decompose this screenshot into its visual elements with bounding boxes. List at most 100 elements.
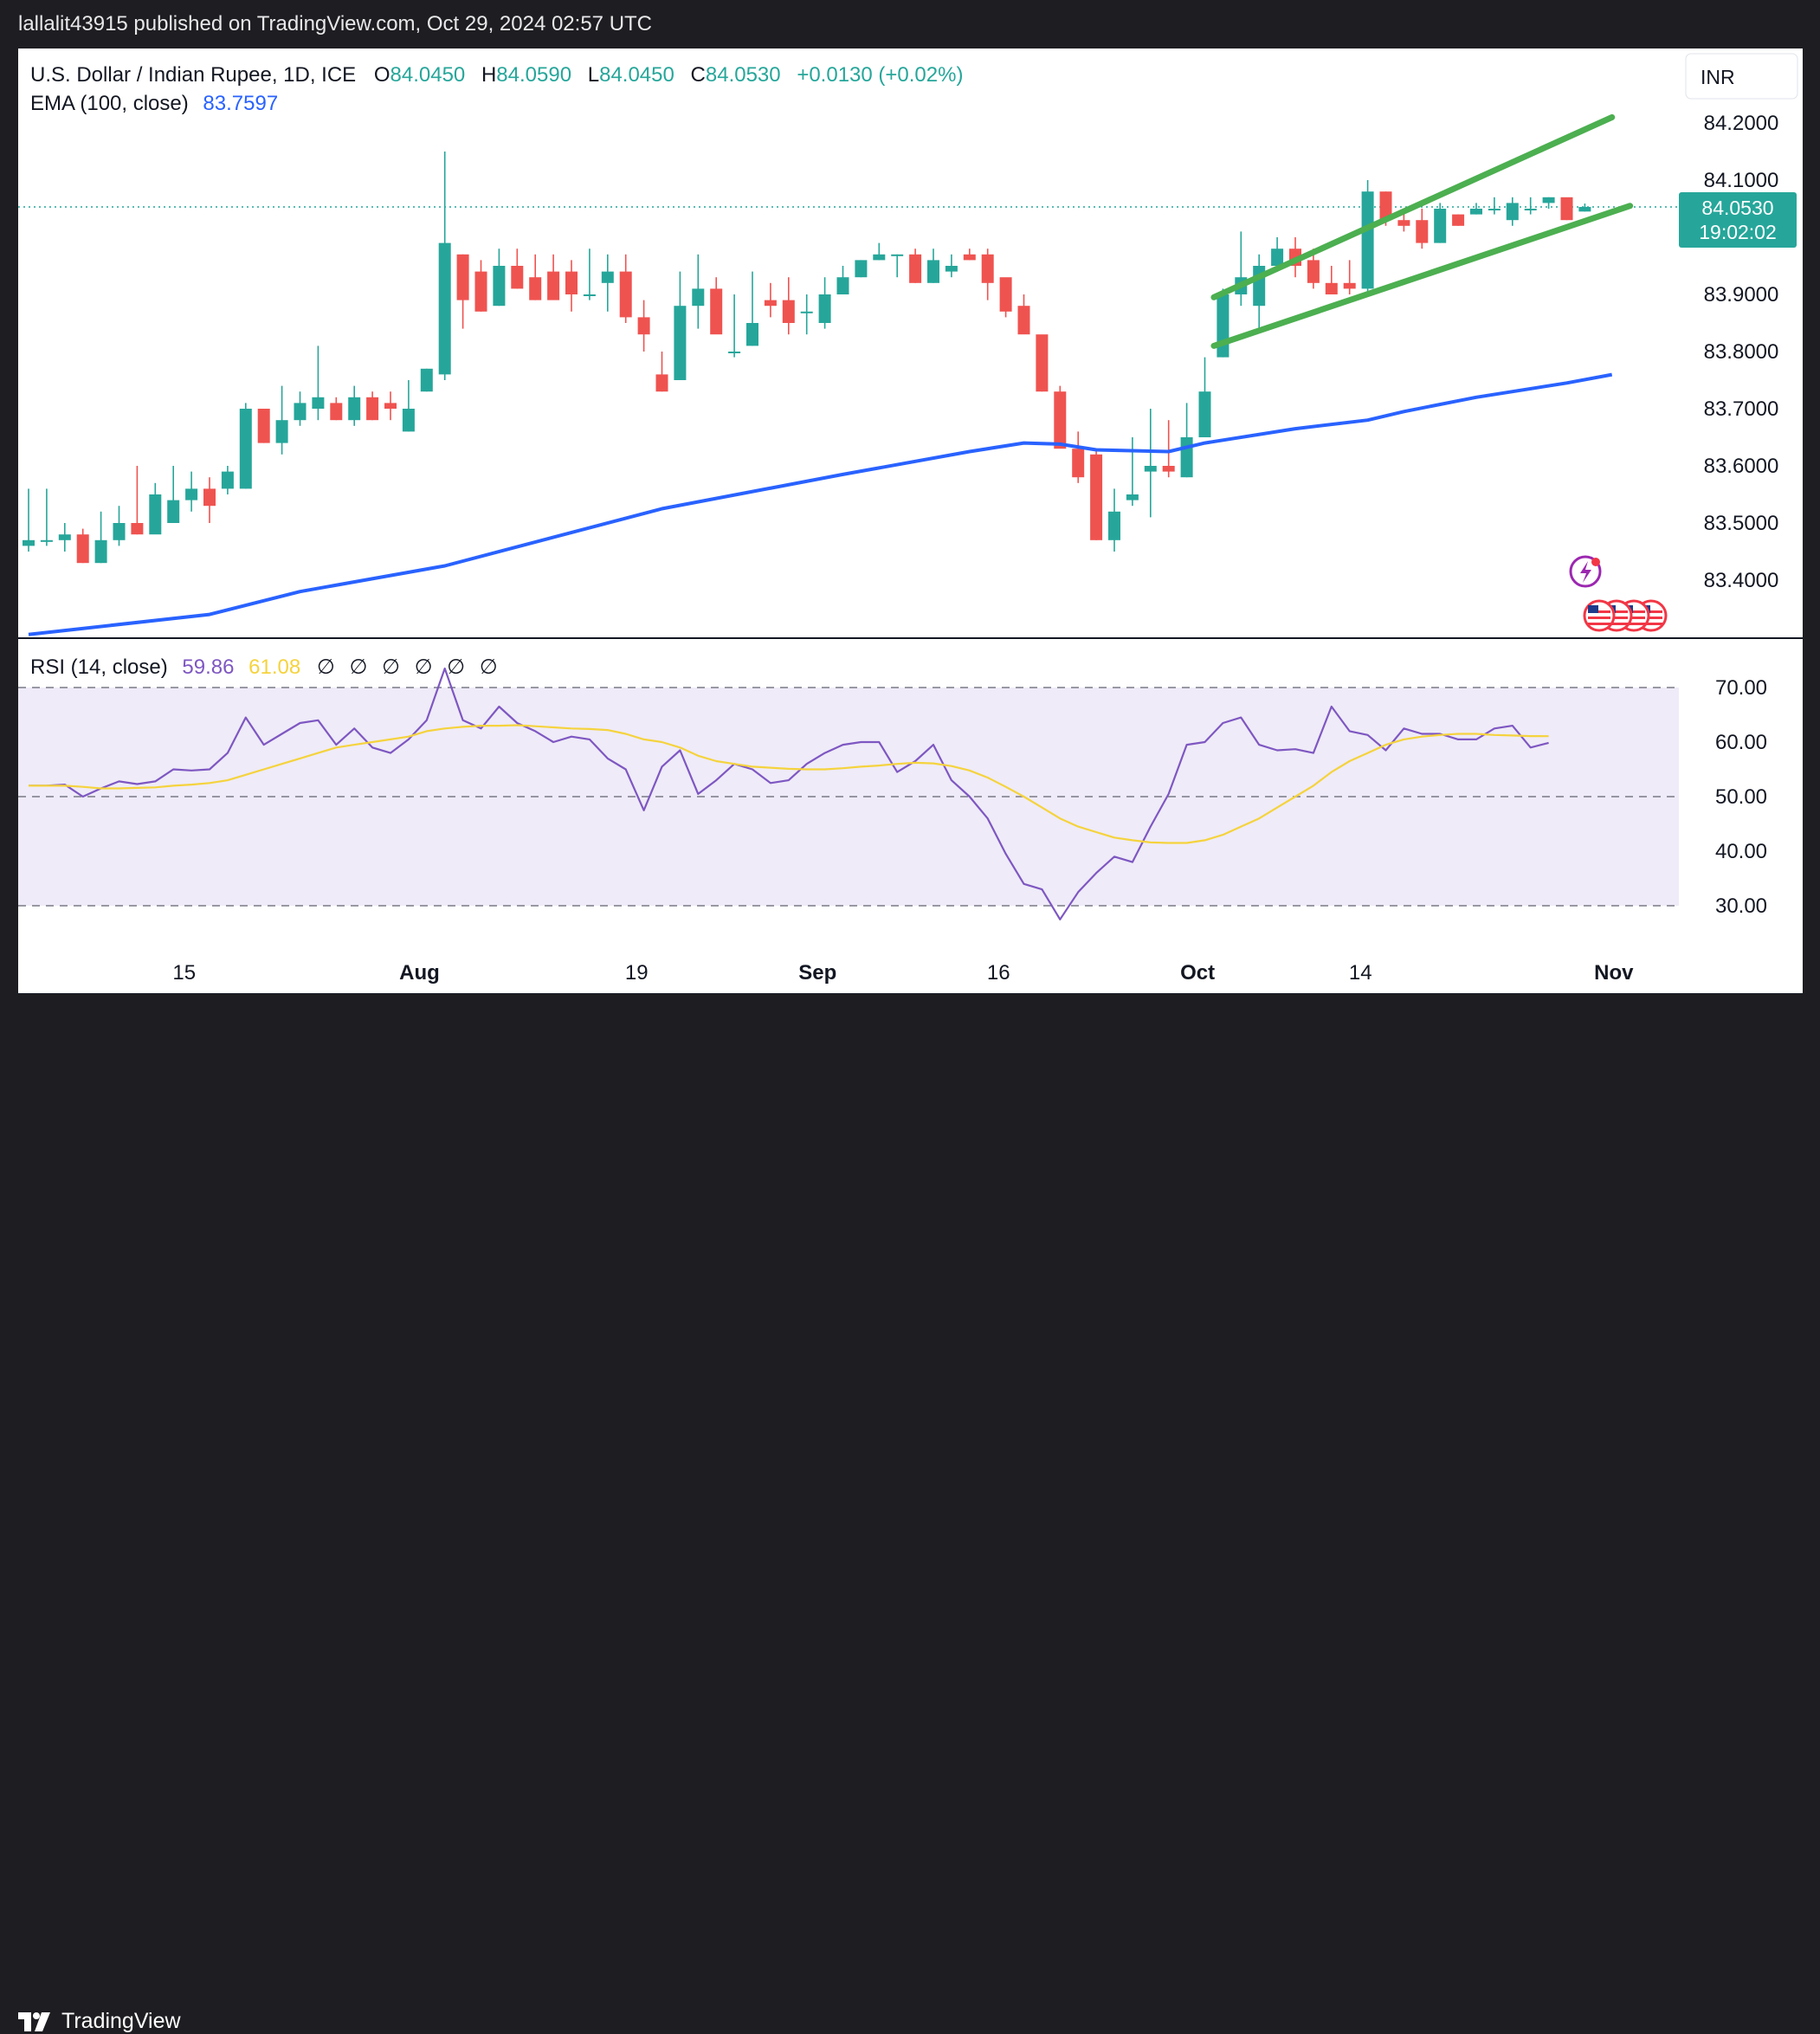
candle-up[interactable] xyxy=(1180,403,1193,478)
candle-down[interactable] xyxy=(474,260,487,312)
candle-down[interactable] xyxy=(1325,266,1338,294)
candle-up[interactable] xyxy=(836,266,849,294)
candle-up[interactable] xyxy=(674,271,687,380)
price-pane[interactable] xyxy=(18,113,1679,636)
candle-up[interactable] xyxy=(692,254,705,329)
candle-up[interactable] xyxy=(945,254,958,278)
channel-upper-line[interactable] xyxy=(1210,113,1616,300)
candle-up[interactable] xyxy=(348,385,361,426)
candle-down[interactable] xyxy=(710,277,723,335)
candle-up[interactable] xyxy=(873,242,886,261)
candle-down[interactable] xyxy=(565,260,578,312)
candle-down[interactable] xyxy=(764,282,777,318)
ema-legend[interactable]: EMA (100, close) 83.7597 xyxy=(30,92,278,115)
candle-up[interactable] xyxy=(239,403,252,489)
candle-up[interactable] xyxy=(818,277,831,329)
candle-down[interactable] xyxy=(637,300,650,352)
candle-up[interactable] xyxy=(185,471,198,512)
candle-down[interactable] xyxy=(366,391,379,421)
candle-up[interactable] xyxy=(1235,231,1248,307)
candle-up[interactable] xyxy=(1578,203,1591,212)
symbol-title: U.S. Dollar / Indian Rupee, 1D, ICE xyxy=(30,63,356,87)
candle-up[interactable] xyxy=(800,294,813,335)
candle-down[interactable] xyxy=(999,277,1012,318)
candle-down[interactable] xyxy=(203,477,216,523)
candle-down[interactable] xyxy=(1560,197,1573,221)
candle-down[interactable] xyxy=(655,352,668,392)
candle-up[interactable] xyxy=(1488,197,1501,215)
channel-lower-line[interactable] xyxy=(1210,203,1634,349)
candle-down[interactable] xyxy=(1416,209,1429,249)
rsi-ma-line[interactable] xyxy=(29,724,1549,844)
candle-down[interactable] xyxy=(981,249,994,300)
candle-down[interactable] xyxy=(1017,294,1030,335)
candle-down[interactable] xyxy=(619,254,632,323)
candle-up[interactable] xyxy=(746,271,758,346)
lightning-event-icon[interactable] xyxy=(1569,555,1602,588)
candle-down[interactable] xyxy=(76,528,89,564)
candle-up[interactable] xyxy=(1144,409,1157,518)
candle-up[interactable] xyxy=(1253,254,1266,329)
candle-up[interactable] xyxy=(1108,488,1120,552)
candle-up[interactable] xyxy=(1542,197,1555,209)
candle-up[interactable] xyxy=(493,249,506,307)
candle-down[interactable] xyxy=(1054,385,1067,449)
candle-down[interactable] xyxy=(1452,214,1465,226)
candle-up[interactable] xyxy=(583,249,596,300)
candle-down[interactable] xyxy=(330,397,343,421)
candle-up[interactable] xyxy=(601,254,614,312)
candle-up[interactable] xyxy=(402,380,415,432)
candle-down[interactable] xyxy=(257,409,270,443)
candle-up[interactable] xyxy=(728,294,741,358)
candle-up[interactable] xyxy=(855,260,868,278)
chart-panel[interactable]: INR 84.2000 84.1000 83.9000 83.8000 83.7000 8… xyxy=(18,48,1803,995)
candle-up[interactable] xyxy=(40,488,53,546)
candle-up[interactable] xyxy=(294,391,307,426)
candle-up[interactable] xyxy=(438,152,451,380)
candle-up[interactable] xyxy=(1198,357,1211,437)
candle-up[interactable] xyxy=(1506,197,1519,226)
candle-up[interactable] xyxy=(275,385,288,455)
candle-up[interactable] xyxy=(420,368,433,392)
candle-up[interactable] xyxy=(23,488,35,552)
candle-down[interactable] xyxy=(547,254,560,300)
candle-up[interactable] xyxy=(1361,180,1374,294)
candle-down[interactable] xyxy=(1090,449,1103,540)
rsi-legend[interactable]: RSI (14, close) 59.86 61.08 ∅ ∅ ∅ ∅ ∅ ∅ xyxy=(30,655,498,679)
us-flag-event-icon[interactable] xyxy=(1583,599,1668,632)
candle-down[interactable] xyxy=(131,466,144,535)
candle-down[interactable] xyxy=(529,254,542,300)
currency-box[interactable] xyxy=(1685,53,1798,100)
candle-up[interactable] xyxy=(312,345,325,421)
candle-up[interactable] xyxy=(94,511,107,564)
candle-up[interactable] xyxy=(927,249,939,283)
candle-down[interactable] xyxy=(1162,420,1175,478)
candle-up[interactable] xyxy=(1434,203,1447,243)
candle-down[interactable] xyxy=(963,249,976,261)
candle-down[interactable] xyxy=(1343,260,1356,294)
rsi-line[interactable] xyxy=(29,667,1549,920)
candle-down[interactable] xyxy=(782,277,795,335)
candle-down[interactable] xyxy=(456,254,469,329)
candle-up[interactable] xyxy=(113,506,126,546)
rsi-pane[interactable] xyxy=(18,667,1679,920)
event-icons[interactable] xyxy=(1569,555,1668,632)
candle-body xyxy=(438,242,451,375)
tradingview-logo[interactable]: TradingView xyxy=(18,2009,181,2034)
candle-up[interactable] xyxy=(891,254,904,278)
candle-down[interactable] xyxy=(1072,431,1085,483)
candle-up[interactable] xyxy=(221,466,234,494)
candle-up[interactable] xyxy=(1126,437,1139,507)
candle-up[interactable] xyxy=(1524,197,1537,215)
candle-up[interactable] xyxy=(58,523,71,552)
candle-up[interactable] xyxy=(167,466,180,523)
brand-name: TradingView xyxy=(61,2009,181,2033)
chart-canvas[interactable]: INR 84.200084.100083.900083.800083.70008… xyxy=(18,48,1803,995)
candle-up[interactable] xyxy=(1470,203,1482,215)
candle-down[interactable] xyxy=(384,391,397,421)
candle-down[interactable] xyxy=(1036,334,1049,392)
candle-up[interactable] xyxy=(149,482,162,535)
candle-down[interactable] xyxy=(511,249,524,289)
ema-100-line[interactable] xyxy=(28,372,1613,636)
candle-down[interactable] xyxy=(909,249,922,283)
